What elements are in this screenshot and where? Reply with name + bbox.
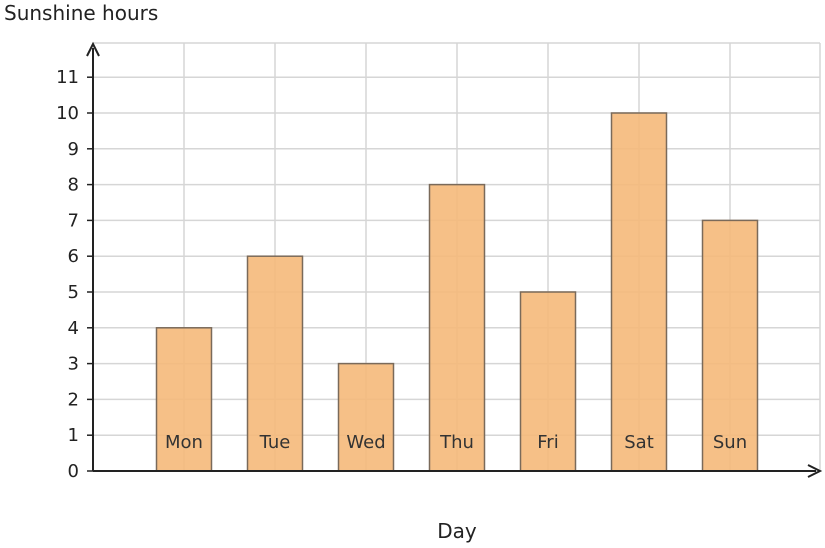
category-label: Wed [346,432,385,453]
bar-labels: Mon Tue Wed Thu Fri Sat Sun [165,432,747,453]
y-tick-label: 2 [68,389,79,410]
bar-mon [155,327,213,472]
y-tick-label: 5 [68,282,79,303]
y-tick-label: 0 [68,461,79,482]
x-axis-arrow [807,464,823,478]
bar-thu [428,183,486,472]
bar-tue [246,255,304,472]
category-label: Thu [439,432,474,453]
bars [155,112,759,472]
x-axis-label: Day [437,519,477,543]
bar-wed [337,362,395,472]
bar-fri [519,291,577,472]
y-axis-arrow [86,41,100,57]
bar-sun [701,219,759,472]
y-tick-label: 8 [68,175,79,196]
category-label: Sat [624,432,654,453]
y-tick-labels: 0 1 2 3 4 5 6 7 8 9 10 11 [56,67,93,482]
y-tick-label: 9 [68,139,79,160]
y-tick-label: 4 [68,318,79,339]
y-tick-label: 1 [68,425,79,446]
category-label: Fri [537,432,558,453]
y-tick-label: 7 [68,210,79,231]
y-tick-label: 3 [68,354,79,375]
y-tick-label: 11 [56,67,79,88]
category-label: Tue [259,432,291,453]
axes [86,41,823,478]
category-label: Sun [713,432,747,453]
category-label: Mon [165,432,203,453]
y-axis-label: Sunshine hours [4,1,158,25]
bar-sat [610,112,668,472]
y-tick-label: 6 [68,246,79,267]
y-tick-label: 10 [56,103,79,124]
